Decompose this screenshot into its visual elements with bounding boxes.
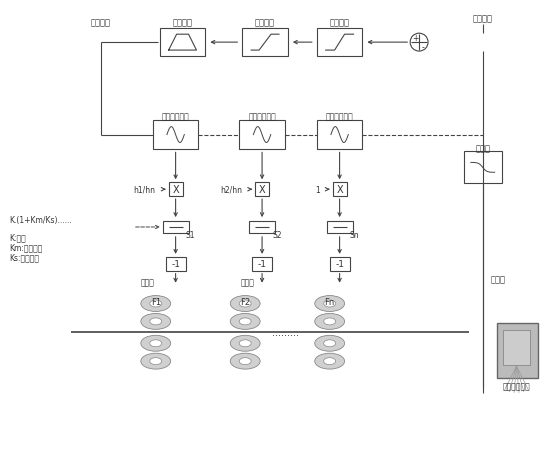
Text: 控制激出平移: 控制激出平移 — [162, 112, 189, 121]
Ellipse shape — [141, 314, 171, 330]
Text: 控制激出平移: 控制激出平移 — [248, 112, 276, 121]
Text: 控制输出: 控制输出 — [91, 18, 111, 28]
Ellipse shape — [150, 340, 162, 347]
Text: 1: 1 — [315, 185, 320, 194]
Text: h1/hn: h1/hn — [134, 185, 156, 194]
Text: 控制激出平移: 控制激出平移 — [326, 112, 354, 121]
Ellipse shape — [141, 336, 171, 351]
Ellipse shape — [141, 296, 171, 312]
Text: h2/hn: h2/hn — [220, 185, 242, 194]
Text: X: X — [172, 185, 179, 195]
Ellipse shape — [239, 300, 251, 307]
Bar — [166, 257, 186, 271]
Bar — [242, 29, 288, 57]
Ellipse shape — [141, 354, 171, 369]
Text: -: - — [422, 43, 424, 52]
Bar — [252, 257, 272, 271]
Text: K.(1+Km/Ks)......: K.(1+Km/Ks)...... — [10, 215, 72, 224]
Ellipse shape — [230, 314, 260, 330]
Text: S1: S1 — [186, 231, 195, 240]
Text: 传动侧: 传动侧 — [240, 277, 254, 286]
Text: 模型仪表测量: 模型仪表测量 — [503, 382, 530, 391]
Text: F2: F2 — [240, 297, 250, 306]
Text: 模型值: 模型值 — [491, 275, 506, 284]
Bar — [333, 183, 346, 197]
Ellipse shape — [315, 354, 345, 369]
Ellipse shape — [315, 314, 345, 330]
Text: X: X — [337, 185, 343, 195]
Bar — [163, 221, 188, 234]
Text: S2: S2 — [272, 231, 282, 240]
Bar — [169, 183, 183, 197]
Text: 控制限幅: 控制限幅 — [255, 18, 275, 28]
Text: 控制死区: 控制死区 — [329, 18, 350, 28]
Ellipse shape — [324, 318, 335, 325]
Bar — [317, 120, 362, 150]
Ellipse shape — [150, 318, 162, 325]
Ellipse shape — [150, 300, 162, 307]
Bar — [497, 324, 539, 378]
Text: 控制斜率: 控制斜率 — [172, 18, 193, 28]
Bar — [239, 120, 285, 150]
Bar — [464, 152, 502, 184]
Text: F1: F1 — [150, 297, 161, 306]
Text: K:增益: K:增益 — [10, 233, 26, 242]
Ellipse shape — [324, 300, 335, 307]
Text: -1: -1 — [257, 260, 267, 269]
Bar — [255, 183, 269, 197]
Ellipse shape — [324, 358, 335, 365]
Bar — [249, 221, 275, 234]
Ellipse shape — [239, 358, 251, 365]
Text: Km:塑性系数: Km:塑性系数 — [10, 243, 43, 252]
Text: +: + — [412, 33, 418, 42]
Text: .........: ......... — [272, 327, 299, 338]
Text: 模型基准: 模型基准 — [473, 15, 492, 24]
Bar — [329, 257, 350, 271]
Bar — [160, 29, 205, 57]
Ellipse shape — [315, 336, 345, 351]
Ellipse shape — [315, 296, 345, 312]
Text: -1: -1 — [171, 260, 180, 269]
Text: Fn: Fn — [324, 297, 335, 306]
Text: -1: -1 — [335, 260, 344, 269]
Text: X: X — [259, 185, 265, 195]
Text: 滤波器: 滤波器 — [475, 144, 490, 152]
Bar — [153, 120, 199, 150]
Ellipse shape — [239, 318, 251, 325]
Ellipse shape — [230, 296, 260, 312]
Bar — [502, 331, 530, 365]
Ellipse shape — [324, 340, 335, 347]
Ellipse shape — [150, 358, 162, 365]
Text: 操作侧: 操作侧 — [141, 277, 155, 286]
Ellipse shape — [230, 336, 260, 351]
Bar — [327, 221, 352, 234]
Text: Ks:轧机刚度: Ks:轧机刚度 — [10, 253, 40, 262]
Ellipse shape — [239, 340, 251, 347]
Ellipse shape — [230, 354, 260, 369]
Text: Sn: Sn — [350, 231, 359, 240]
Bar — [317, 29, 362, 57]
